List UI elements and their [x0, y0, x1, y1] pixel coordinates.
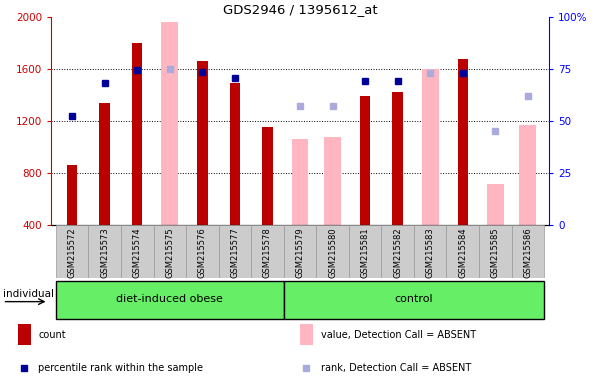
Bar	[67, 165, 77, 225]
Text: GSM215572: GSM215572	[68, 227, 77, 278]
Bar	[197, 61, 208, 225]
Bar	[161, 22, 178, 225]
Text: percentile rank within the sample: percentile rank within the sample	[38, 362, 203, 372]
Bar	[292, 139, 308, 225]
Bar	[487, 184, 504, 225]
Text: GSM215583: GSM215583	[425, 227, 434, 278]
Bar	[56, 225, 88, 278]
Bar	[479, 225, 512, 278]
Text: GSM215576: GSM215576	[198, 227, 207, 278]
Bar	[230, 83, 240, 225]
Bar	[121, 225, 154, 278]
Bar	[324, 137, 341, 225]
Bar	[520, 125, 536, 225]
Bar	[360, 96, 370, 225]
Text: GSM215582: GSM215582	[393, 227, 402, 278]
Text: individual: individual	[2, 290, 53, 300]
Bar	[284, 225, 316, 278]
Title: GDS2946 / 1395612_at: GDS2946 / 1395612_at	[223, 3, 377, 16]
Bar	[414, 225, 446, 278]
Text: GSM215581: GSM215581	[361, 227, 370, 278]
Text: GSM215585: GSM215585	[491, 227, 500, 278]
Text: control: control	[395, 294, 433, 304]
Text: rank, Detection Call = ABSENT: rank, Detection Call = ABSENT	[320, 362, 471, 372]
Bar	[251, 225, 284, 278]
Bar	[422, 69, 439, 225]
Text: GSM215577: GSM215577	[230, 227, 239, 278]
Bar	[284, 280, 544, 319]
Text: GSM215578: GSM215578	[263, 227, 272, 278]
Bar	[88, 225, 121, 278]
Bar	[512, 225, 544, 278]
Text: GSM215580: GSM215580	[328, 227, 337, 278]
Text: GSM215579: GSM215579	[296, 227, 305, 278]
Text: GSM215574: GSM215574	[133, 227, 142, 278]
Bar	[56, 280, 284, 319]
Bar	[100, 103, 110, 225]
Text: GSM215586: GSM215586	[523, 227, 532, 278]
Bar	[458, 59, 468, 225]
Bar	[316, 225, 349, 278]
Bar	[154, 225, 186, 278]
Bar	[262, 127, 272, 225]
Bar	[18, 324, 31, 345]
Text: count: count	[38, 329, 66, 339]
Text: value, Detection Call = ABSENT: value, Detection Call = ABSENT	[320, 329, 476, 339]
Bar	[132, 43, 142, 225]
Bar	[382, 225, 414, 278]
Bar	[349, 225, 382, 278]
Bar	[392, 93, 403, 225]
Bar	[186, 225, 218, 278]
Text: GSM215573: GSM215573	[100, 227, 109, 278]
Text: GSM215584: GSM215584	[458, 227, 467, 278]
Bar	[446, 225, 479, 278]
Text: diet-induced obese: diet-induced obese	[116, 294, 223, 304]
Text: GSM215575: GSM215575	[166, 227, 175, 278]
Bar	[300, 324, 313, 345]
Bar	[218, 225, 251, 278]
